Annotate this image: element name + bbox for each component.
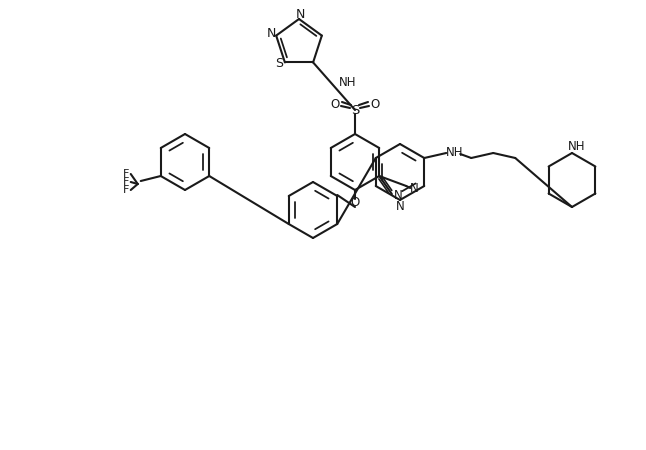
Text: NH: NH	[568, 140, 586, 153]
Text: N: N	[395, 199, 404, 212]
Text: O: O	[330, 99, 340, 112]
Text: F: F	[123, 169, 129, 179]
Text: N: N	[267, 27, 276, 40]
Text: O: O	[370, 99, 380, 112]
Text: NH: NH	[339, 76, 357, 90]
Text: F: F	[123, 177, 129, 187]
Text: F: F	[123, 185, 129, 195]
Text: N: N	[295, 8, 305, 21]
Text: S: S	[275, 57, 283, 70]
Text: N: N	[410, 183, 419, 195]
Text: S: S	[351, 104, 359, 117]
Text: O: O	[350, 197, 360, 210]
Text: N: N	[393, 189, 402, 202]
Text: NH: NH	[446, 147, 463, 159]
